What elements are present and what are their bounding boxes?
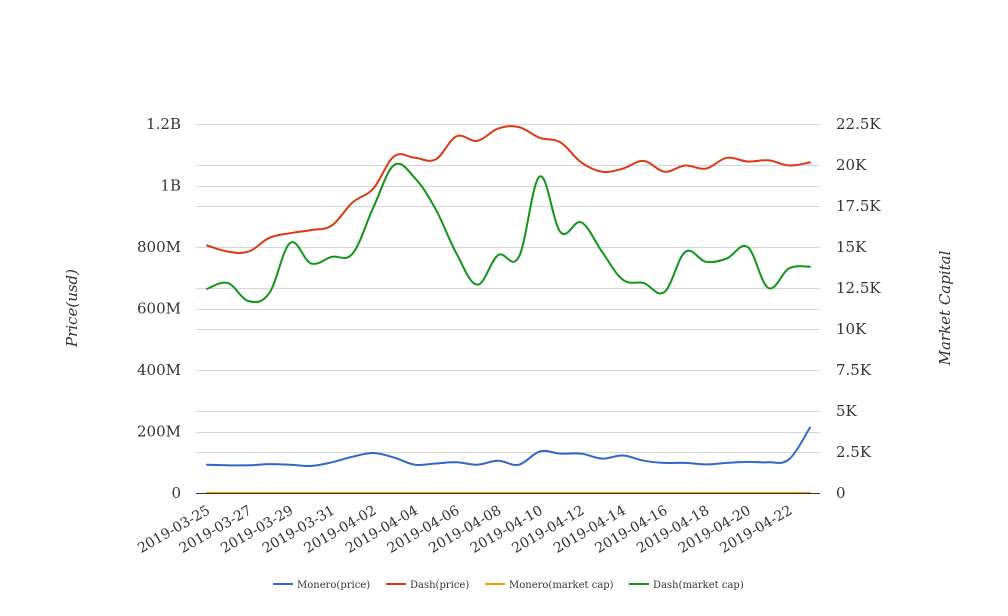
y-right-tick-label: 20K	[836, 156, 867, 174]
series-line-monero-price	[206, 426, 811, 468]
y-left-tick-label: 600M	[137, 300, 181, 318]
y-left-tick-label: 200M	[137, 423, 181, 441]
y-left-tick-label: 0	[171, 484, 181, 502]
right-axis-ticks: 0 2.5K 5K 7.5K 10K 12.5K 15K 17.5K 20K 22.5K	[836, 115, 881, 502]
y-right-tick-label: 0	[836, 484, 846, 502]
grid-lines	[196, 124, 820, 453]
legend-label-dash-price: Dash(price)	[410, 580, 469, 591]
legend: Monero(price) Dash(price) Monero(market ca…	[273, 580, 744, 591]
y-axis-left-title: Price(usd)	[63, 269, 81, 348]
y-left-tick-label: 800M	[137, 238, 181, 256]
y-right-tick-label: 22.5K	[836, 115, 881, 133]
series-line-dash-price	[206, 125, 811, 254]
y-right-tick-label: 2.5K	[836, 443, 872, 461]
x-axis-ticks: 2019-03-252019-03-272019-03-292019-03-31…	[135, 503, 795, 557]
y-right-tick-label: 15K	[836, 238, 867, 256]
y-left-tick-label: 1.2B	[146, 115, 181, 133]
series-lines	[206, 125, 811, 494]
y-right-tick-label: 17.5K	[836, 197, 881, 215]
legend-label-monero-price: Monero(price)	[297, 580, 370, 591]
y-axis-right-title: Market Capital	[936, 250, 954, 366]
series-line-dash-market-cap	[206, 162, 811, 304]
y-left-tick-label: 400M	[137, 361, 181, 379]
y-right-tick-label: 12.5K	[836, 279, 881, 297]
y-right-tick-label: 5K	[836, 402, 858, 420]
y-right-tick-label: 10K	[836, 320, 867, 338]
y-left-tick-label: 1B	[160, 177, 181, 195]
y-right-tick-label: 7.5K	[836, 361, 872, 379]
left-axis-ticks: 0 200M 400M 600M 800M 1B 1.2B	[137, 115, 181, 502]
legend-label-dash-market-cap: Dash(market cap)	[653, 580, 744, 591]
legend-label-monero-market-cap: Monero(market cap)	[509, 580, 614, 591]
